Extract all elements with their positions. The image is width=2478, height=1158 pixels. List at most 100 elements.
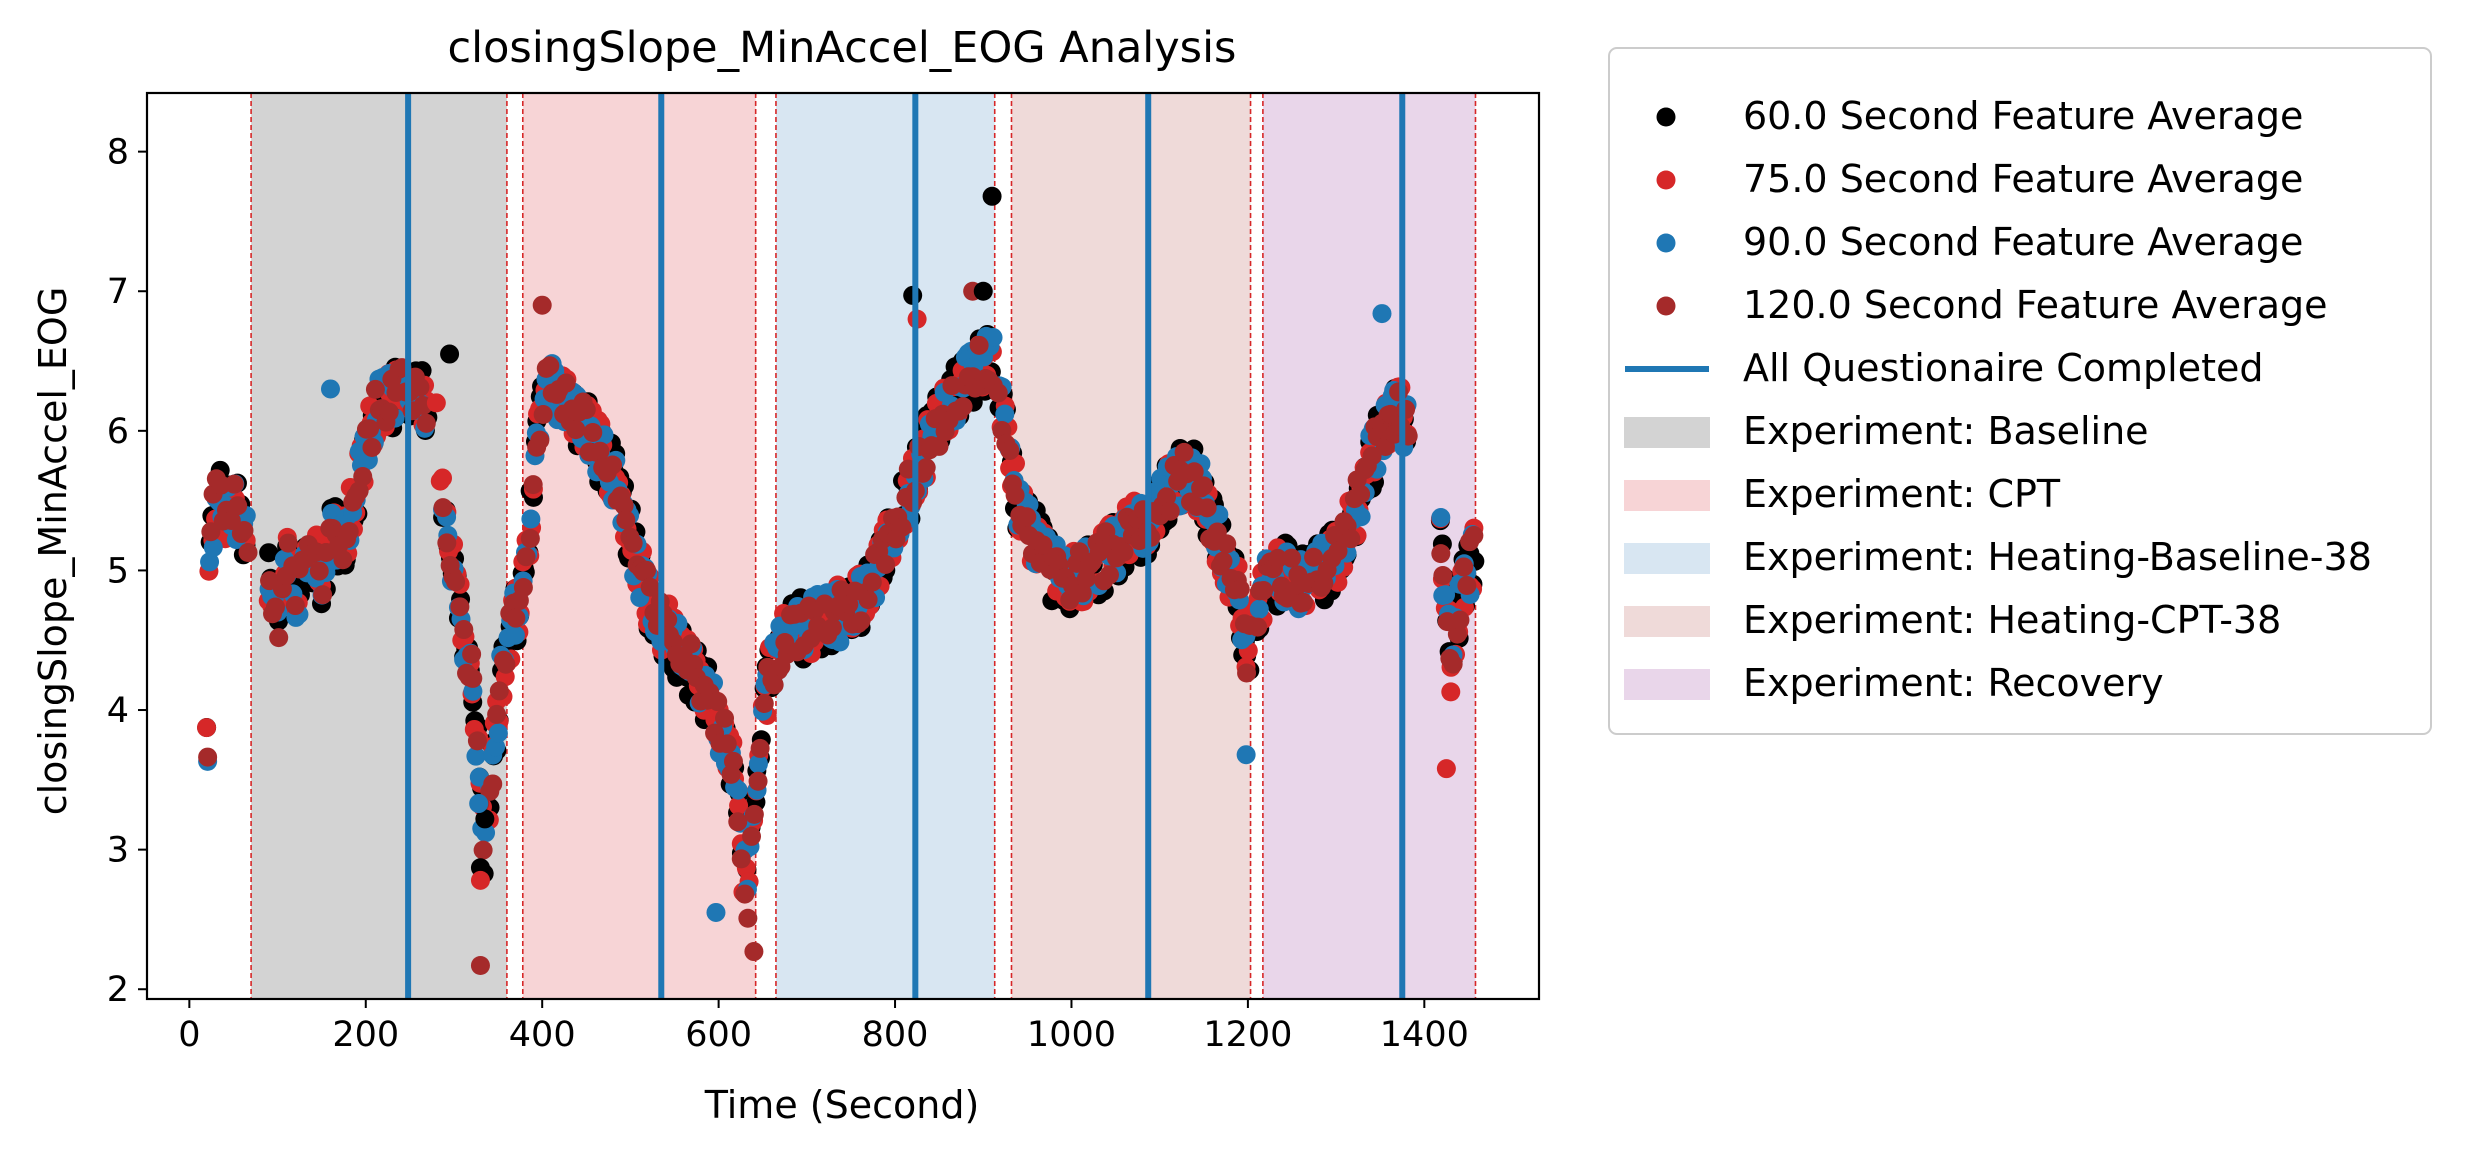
data-point bbox=[1464, 526, 1484, 546]
legend-item: Experiment: Baseline bbox=[1624, 409, 2149, 453]
data-point bbox=[916, 458, 936, 478]
x-tick-label: 1000 bbox=[1027, 1015, 1116, 1055]
data-point bbox=[681, 634, 701, 654]
legend-item: 75.0 Second Feature Average bbox=[1656, 157, 2303, 201]
legend-item: Experiment: Recovery bbox=[1624, 661, 2164, 705]
data-point bbox=[1294, 592, 1314, 612]
data-point bbox=[450, 597, 470, 617]
data-point bbox=[416, 413, 436, 433]
legend: 60.0 Second Feature Average 75.0 Second F… bbox=[1608, 47, 2432, 735]
legend-swatch bbox=[1624, 606, 1710, 637]
data-point bbox=[1351, 484, 1371, 504]
plot-area bbox=[197, 93, 1485, 999]
data-point bbox=[1000, 440, 1020, 460]
data-point bbox=[982, 186, 1002, 206]
legend-item: 60.0 Second Feature Average bbox=[1656, 94, 2303, 138]
data-point bbox=[1230, 579, 1250, 599]
data-point bbox=[851, 611, 871, 631]
data-point bbox=[454, 620, 474, 640]
legend-marker bbox=[1656, 296, 1676, 316]
y-tick-label: 7 bbox=[107, 272, 129, 312]
data-point bbox=[466, 746, 486, 766]
data-point bbox=[750, 738, 770, 758]
data-point bbox=[1454, 557, 1474, 577]
data-point bbox=[1157, 487, 1177, 507]
data-point bbox=[489, 681, 509, 701]
data-point bbox=[1069, 542, 1089, 562]
data-point bbox=[1254, 581, 1274, 601]
data-point bbox=[379, 402, 399, 422]
legend-label: 75.0 Second Feature Average bbox=[1743, 157, 2303, 201]
data-point bbox=[1362, 446, 1382, 466]
data-point bbox=[362, 437, 382, 457]
data-point bbox=[831, 580, 851, 600]
x-axis-label: Time (Second) bbox=[704, 1083, 980, 1127]
data-point bbox=[1033, 535, 1053, 555]
data-point bbox=[278, 533, 298, 553]
data-point bbox=[463, 668, 483, 688]
data-point bbox=[234, 520, 254, 540]
data-point bbox=[339, 522, 359, 542]
x-tick-label: 600 bbox=[685, 1015, 752, 1055]
data-point bbox=[487, 704, 507, 724]
data-point bbox=[1217, 534, 1237, 554]
legend-swatch bbox=[1624, 480, 1710, 511]
data-point bbox=[483, 774, 503, 794]
legend-label: Experiment: Recovery bbox=[1743, 661, 2164, 705]
legend-label: All Questionaire Completed bbox=[1743, 346, 2264, 390]
data-point bbox=[530, 430, 550, 450]
legend-item: Experiment: CPT bbox=[1624, 472, 2061, 516]
x-tick-label: 800 bbox=[862, 1015, 929, 1055]
data-point bbox=[238, 542, 258, 562]
data-point bbox=[269, 628, 289, 648]
data-point bbox=[446, 572, 466, 592]
legend-item: 90.0 Second Feature Average bbox=[1656, 220, 2303, 264]
data-point bbox=[822, 618, 842, 638]
legend-swatch bbox=[1624, 669, 1710, 700]
data-point bbox=[637, 560, 657, 580]
data-point bbox=[1372, 304, 1392, 324]
data-point bbox=[744, 804, 764, 824]
chart-title: closingSlope_MinAccel_EOG Analysis bbox=[448, 23, 1237, 73]
data-point bbox=[265, 597, 285, 617]
data-point bbox=[1236, 745, 1256, 765]
data-point bbox=[349, 481, 369, 501]
data-point bbox=[623, 533, 643, 553]
data-point bbox=[723, 751, 743, 771]
x-tick-label: 1200 bbox=[1203, 1015, 1292, 1055]
data-point bbox=[1089, 542, 1109, 562]
data-point bbox=[742, 826, 762, 846]
data-point bbox=[731, 849, 751, 869]
data-point bbox=[576, 400, 596, 420]
legend-marker bbox=[1656, 170, 1676, 190]
data-point bbox=[285, 596, 305, 616]
data-point bbox=[365, 379, 385, 399]
y-tick-label: 6 bbox=[107, 412, 129, 452]
data-point bbox=[320, 379, 340, 399]
data-point bbox=[462, 644, 482, 664]
data-point bbox=[1431, 544, 1451, 564]
data-point bbox=[309, 561, 329, 581]
data-point bbox=[1099, 565, 1119, 585]
data-point bbox=[1441, 682, 1461, 702]
legend-label: Experiment: CPT bbox=[1743, 472, 2061, 516]
legend-item: 120.0 Second Feature Average bbox=[1656, 283, 2328, 327]
data-point bbox=[1304, 547, 1324, 567]
data-point bbox=[201, 522, 221, 542]
data-point bbox=[728, 780, 748, 800]
data-point bbox=[1072, 583, 1092, 603]
y-tick-label: 2 bbox=[107, 970, 129, 1010]
data-point bbox=[1017, 507, 1037, 527]
data-point bbox=[470, 870, 490, 890]
data-point bbox=[433, 498, 453, 518]
legend-swatch bbox=[1624, 543, 1710, 574]
data-point bbox=[476, 823, 496, 843]
legend-marker bbox=[1656, 233, 1676, 253]
data-point bbox=[640, 577, 660, 597]
data-point bbox=[973, 281, 993, 301]
data-point bbox=[969, 335, 989, 355]
data-point bbox=[221, 511, 241, 531]
data-point bbox=[523, 475, 543, 495]
data-point bbox=[1436, 759, 1456, 779]
data-point bbox=[360, 419, 380, 439]
